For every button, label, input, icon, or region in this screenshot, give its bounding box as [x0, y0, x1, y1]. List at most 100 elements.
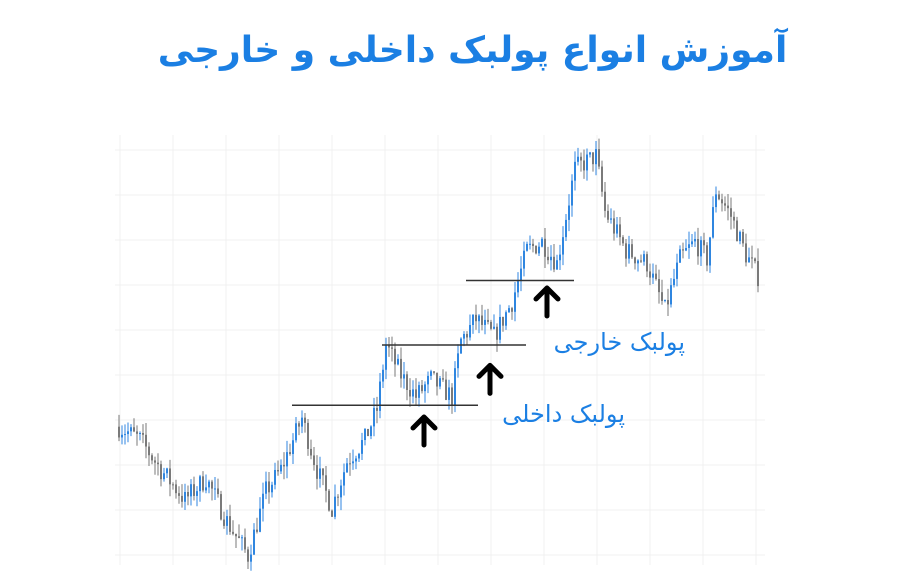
candle-body: [715, 194, 717, 208]
candle-body: [331, 510, 333, 517]
candle-body: [319, 468, 321, 479]
candle-body: [463, 333, 465, 339]
candle-body: [529, 243, 531, 245]
candle-body: [334, 496, 336, 517]
candle-body: [337, 496, 339, 498]
candle-body: [523, 250, 525, 269]
candle-body: [451, 387, 453, 405]
candle-body: [646, 254, 648, 272]
candle-body: [676, 262, 678, 279]
candle-body: [418, 385, 420, 398]
candle-body: [394, 348, 396, 365]
candle-body: [166, 468, 168, 474]
candle-body: [298, 423, 300, 427]
candle-body: [361, 440, 363, 454]
candle-body: [136, 431, 138, 434]
candle-body: [160, 464, 162, 480]
candle-body: [703, 240, 705, 246]
candle-body: [514, 292, 516, 312]
candle-body: [487, 319, 489, 322]
candle-body: [700, 240, 702, 257]
candle-body: [391, 347, 393, 349]
candle-body: [559, 254, 561, 261]
candle-body: [541, 238, 543, 247]
candle-body: [535, 245, 537, 254]
candle-body: [733, 216, 735, 221]
up-arrow-icon: [533, 285, 561, 319]
candle-body: [697, 239, 699, 257]
candle-body: [469, 325, 471, 338]
candle-body: [586, 154, 588, 171]
candle-body: [607, 210, 609, 220]
candle-body: [475, 314, 477, 322]
candle-body: [130, 427, 132, 432]
candle-body: [148, 446, 150, 456]
candle-body: [748, 257, 750, 263]
candle-body: [121, 434, 123, 438]
candle-body: [241, 537, 243, 539]
candle-body: [409, 389, 411, 397]
candle-body: [382, 369, 384, 382]
candle-body: [178, 493, 180, 496]
candle-body: [367, 428, 369, 437]
candle-body: [604, 191, 606, 211]
candle-body: [250, 554, 252, 562]
candle-body: [625, 243, 627, 259]
candle-body: [220, 494, 222, 520]
candle-body: [619, 224, 621, 238]
candle-body: [499, 316, 501, 340]
candle-body: [736, 220, 738, 242]
candle-body: [637, 260, 639, 264]
candle-body: [466, 333, 468, 338]
candle-body: [565, 219, 567, 238]
candle-body: [163, 473, 165, 480]
candle-body: [589, 152, 591, 155]
candle-body: [592, 152, 594, 165]
candle-body: [640, 260, 642, 262]
candle-body: [430, 371, 432, 376]
candle-body: [118, 426, 120, 438]
candle-body: [340, 485, 342, 498]
page-title: آموزش انواع پولبک داخلی و خارجی: [157, 30, 788, 71]
candle-body: [313, 455, 315, 466]
candle-body: [352, 461, 354, 464]
candle-body: [472, 314, 474, 326]
candle-body: [406, 374, 408, 390]
candle-body: [706, 245, 708, 266]
candle-body: [613, 218, 615, 234]
external-pullback-label: پولبک خارجی: [553, 328, 685, 356]
candle-body: [256, 529, 258, 532]
candle-body: [550, 256, 552, 261]
candle-body: [205, 487, 207, 491]
candle-body: [577, 156, 579, 162]
candle-body: [688, 244, 690, 248]
candle-body: [271, 484, 273, 493]
candle-body: [124, 434, 126, 436]
candle-body: [610, 218, 612, 220]
candle-body: [253, 529, 255, 555]
candle-body: [493, 326, 495, 329]
candle-body: [757, 261, 759, 287]
candle-body: [187, 491, 189, 497]
candle-body: [139, 432, 141, 434]
candle-body: [436, 372, 438, 387]
candle-body: [157, 462, 159, 465]
candle-body: [667, 299, 669, 305]
candle-body: [304, 417, 306, 423]
candle-body: [574, 161, 576, 181]
candle-body: [556, 260, 558, 270]
candle-body: [208, 481, 210, 488]
candle-body: [751, 257, 753, 259]
candle-body: [454, 368, 456, 405]
candle-body: [553, 256, 555, 270]
candle-body: [739, 231, 741, 242]
candle-body: [544, 238, 546, 257]
candle-body: [649, 271, 651, 278]
candle-body: [376, 407, 378, 411]
candle-body: [217, 488, 219, 495]
candle-body: [457, 353, 459, 369]
candle-body: [286, 452, 288, 467]
candle-body: [322, 468, 324, 476]
